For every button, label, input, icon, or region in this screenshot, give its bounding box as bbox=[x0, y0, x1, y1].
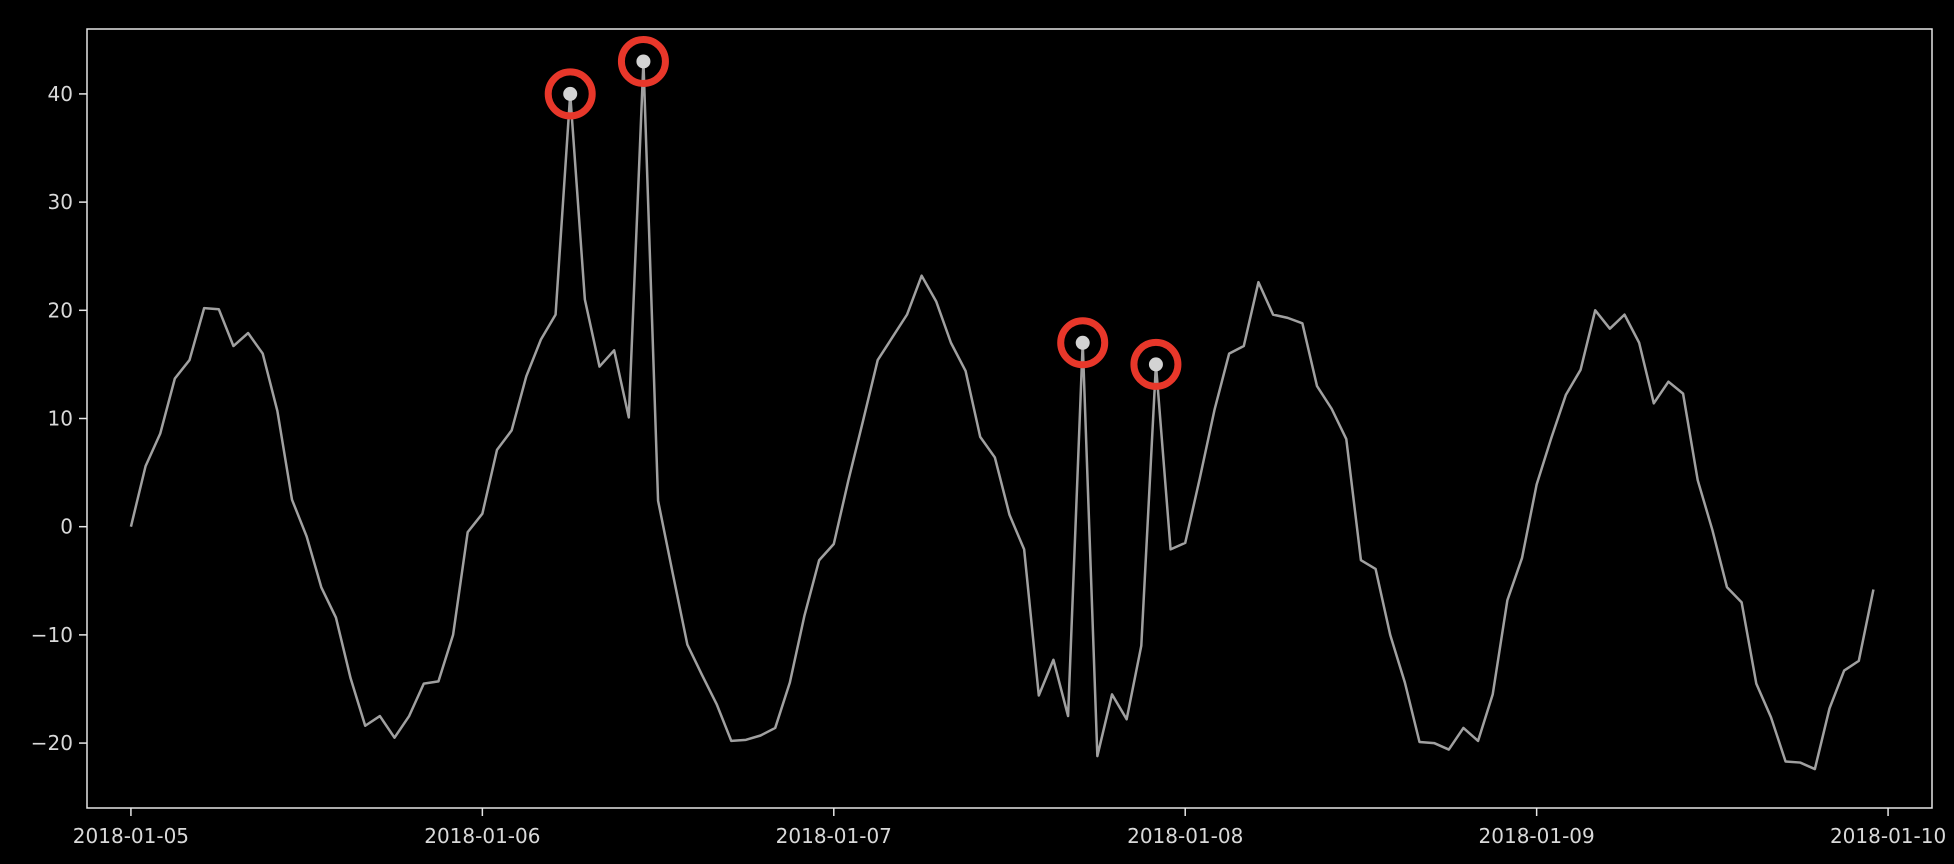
x-tick-label: 2018-01-10 bbox=[1830, 824, 1946, 848]
y-tick-label: 40 bbox=[48, 82, 73, 106]
y-tick-label: 10 bbox=[48, 407, 73, 431]
x-tick-label: 2018-01-06 bbox=[424, 824, 540, 848]
anomaly-point bbox=[1148, 357, 1163, 372]
y-axis: 40 30 20 10 0 −10 −20 bbox=[31, 82, 87, 755]
y-tick-label: 30 bbox=[48, 190, 73, 214]
series-line bbox=[129, 60, 1875, 771]
anomaly-point bbox=[1075, 335, 1090, 350]
x-axis: 2018-01-05 2018-01-06 2018-01-07 2018-01-08… bbox=[73, 808, 1946, 848]
anomaly-ring bbox=[1130, 338, 1182, 390]
plot-frame bbox=[86, 28, 1933, 809]
y-tick-label: −10 bbox=[31, 623, 73, 647]
x-tick-label: 2018-01-05 bbox=[73, 824, 189, 848]
anomaly-ring bbox=[1057, 317, 1109, 369]
anomaly-ring bbox=[544, 68, 596, 120]
anomaly-point bbox=[636, 54, 651, 69]
anomaly-ring bbox=[617, 35, 669, 87]
anomaly-markers bbox=[544, 35, 1182, 390]
y-tick-label: 20 bbox=[48, 298, 73, 322]
x-tick-label: 2018-01-09 bbox=[1479, 824, 1595, 848]
x-tick-label: 2018-01-08 bbox=[1127, 824, 1243, 848]
x-tick-label: 2018-01-07 bbox=[776, 824, 892, 848]
anomaly-point bbox=[563, 86, 578, 101]
y-tick-label: −20 bbox=[31, 731, 73, 755]
y-tick-label: 0 bbox=[60, 515, 73, 539]
